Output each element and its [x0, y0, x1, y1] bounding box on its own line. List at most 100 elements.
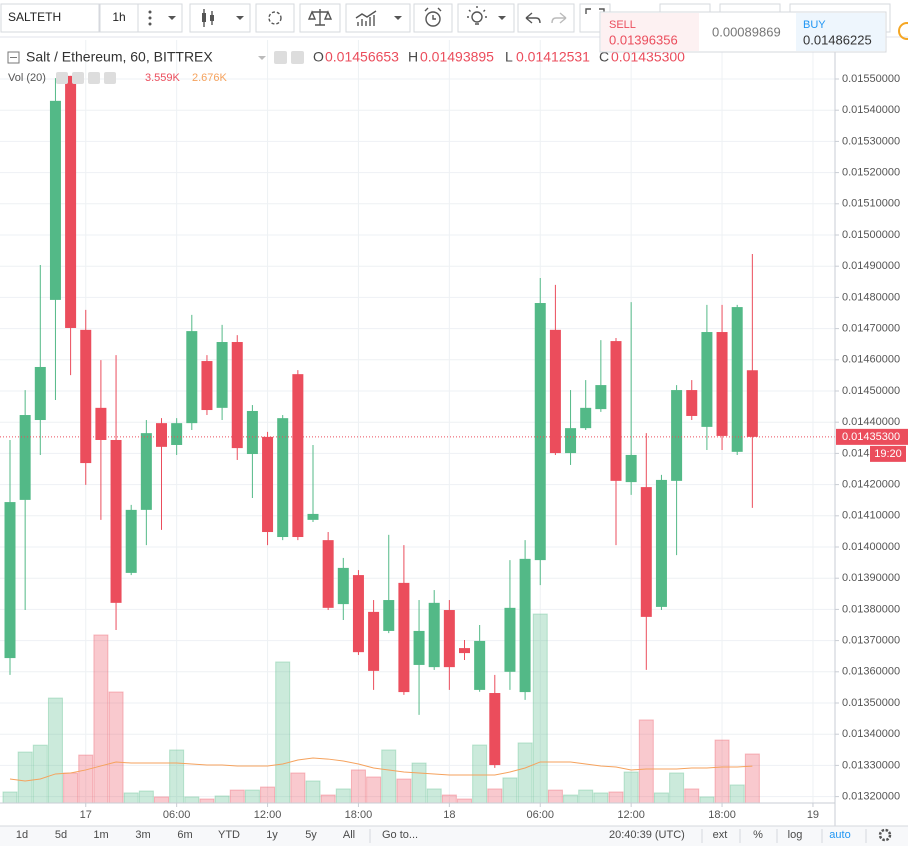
candle-body: [746, 370, 758, 437]
range-button[interactable]: All: [343, 829, 355, 841]
candle-body: [640, 487, 652, 617]
candle-body: [125, 509, 137, 573]
volume-bar: [305, 780, 321, 804]
dropdown: [236, 16, 244, 20]
option-button[interactable]: auto: [829, 829, 850, 841]
range-button[interactable]: 6m: [177, 829, 192, 841]
candle-body: [398, 582, 410, 693]
collapse-icon[interactable]: [7, 51, 20, 64]
volume-bar: [260, 786, 276, 804]
bottom-bar: [0, 826, 908, 846]
candle-body: [580, 407, 592, 429]
price-tick-label: 0.01550000: [842, 73, 900, 85]
range-button[interactable]: 1d: [16, 829, 28, 841]
candle-body: [49, 100, 61, 300]
price-tick-label: 0.01490000: [842, 260, 900, 272]
volume-bar: [229, 789, 245, 804]
buy-button[interactable]: [796, 13, 885, 51]
range-button[interactable]: 5y: [305, 829, 317, 841]
volume-ma-value: 2.676K: [192, 72, 228, 84]
price-tick-label: 0.01420000: [842, 479, 900, 491]
candle-body: [655, 479, 667, 607]
settings-icon[interactable]: [72, 72, 84, 84]
price-tick-label: 0.01520000: [842, 167, 900, 179]
eye-icon[interactable]: [56, 72, 68, 84]
price-tick-label: 0.01400000: [842, 541, 900, 553]
high-value: 0.01493895: [420, 49, 494, 65]
range-button[interactable]: 3m: [135, 829, 150, 841]
volume-bar: [653, 792, 669, 804]
countdown-box: [870, 445, 906, 462]
clock: 20:40:39 (UTC): [609, 829, 685, 841]
volume-bar: [699, 796, 715, 804]
countdown: 19:20: [874, 448, 902, 460]
candle-body: [292, 374, 304, 538]
high-label: H: [408, 49, 418, 65]
candle-body: [34, 366, 46, 421]
add-icon[interactable]: [88, 72, 100, 84]
volume-bar: [350, 769, 366, 804]
option-button[interactable]: %: [753, 829, 763, 841]
bottom-controls: 1d 5d 1m 3m 6m YTD 1y 5y All Go to... 20:40:39 (UT…: [16, 829, 867, 843]
time-tick-label: 06:00: [163, 809, 191, 821]
time-tick-label: 18:00: [345, 809, 373, 821]
volume-bar: [684, 788, 700, 804]
candle-body: [80, 329, 92, 464]
interval: 1h: [112, 10, 125, 24]
candle-body: [565, 428, 577, 454]
candle-body: [701, 332, 713, 427]
volume-bar: [547, 789, 563, 804]
buy-price: 0.01486225: [803, 32, 872, 47]
volume-bar: [47, 697, 63, 804]
range-button[interactable]: YTD: [218, 829, 240, 841]
volume-bar: [638, 719, 654, 804]
interval-menu[interactable]: [137, 3, 183, 33]
goto-button[interactable]: Go to...: [382, 829, 418, 841]
candle-body: [474, 640, 486, 690]
close-icon[interactable]: [104, 72, 116, 84]
option-button[interactable]: ext: [713, 829, 728, 841]
price-tick-label: 0.01390000: [842, 572, 900, 584]
ideas-button[interactable]: [457, 3, 515, 33]
volume-bar: [17, 751, 33, 804]
price-tick-label: 0.01440000: [842, 416, 900, 428]
candle-body: [459, 648, 470, 654]
dots-icon: [148, 22, 152, 26]
sell-button[interactable]: [601, 13, 699, 51]
option-button[interactable]: log: [788, 829, 803, 841]
interval-button[interactable]: [99, 3, 139, 33]
candle-body: [216, 342, 228, 408]
symbol-input[interactable]: [0, 3, 100, 33]
eye-icon[interactable]: [274, 51, 287, 64]
open-value: 0.01456653: [325, 49, 399, 65]
price-tick-label: 0.01370000: [842, 635, 900, 647]
price-tick-label: 0.01530000: [842, 135, 900, 147]
volume-bar: [366, 776, 382, 804]
candle-body: [504, 607, 516, 672]
volume-bar: [457, 798, 472, 804]
candle-body: [156, 423, 167, 447]
volume-bar: [214, 795, 230, 804]
range-button[interactable]: 1m: [93, 829, 108, 841]
settings-button[interactable]: [255, 3, 295, 33]
volume-bar: [78, 754, 94, 804]
volume-ma-line: [9, 757, 753, 782]
candle-body: [322, 540, 334, 608]
settings-icon[interactable]: [291, 51, 304, 64]
volume-bar: [63, 772, 79, 804]
gear-icon[interactable]: [878, 828, 892, 842]
indicators-button[interactable]: [345, 3, 411, 33]
range-button[interactable]: 5d: [55, 829, 67, 841]
volume-bar: [2, 791, 18, 804]
candle-body: [368, 611, 380, 671]
symbol: SALTETH: [8, 10, 61, 24]
candle-body: [307, 513, 319, 520]
volume-title: Vol (20): [8, 72, 46, 84]
candle-icon: [210, 15, 214, 21]
candle-body: [443, 610, 455, 668]
dropdown[interactable]: [258, 56, 266, 60]
candle-body: [4, 502, 16, 659]
range-button[interactable]: 1y: [266, 829, 278, 841]
spread: 0.00089869: [712, 24, 781, 39]
